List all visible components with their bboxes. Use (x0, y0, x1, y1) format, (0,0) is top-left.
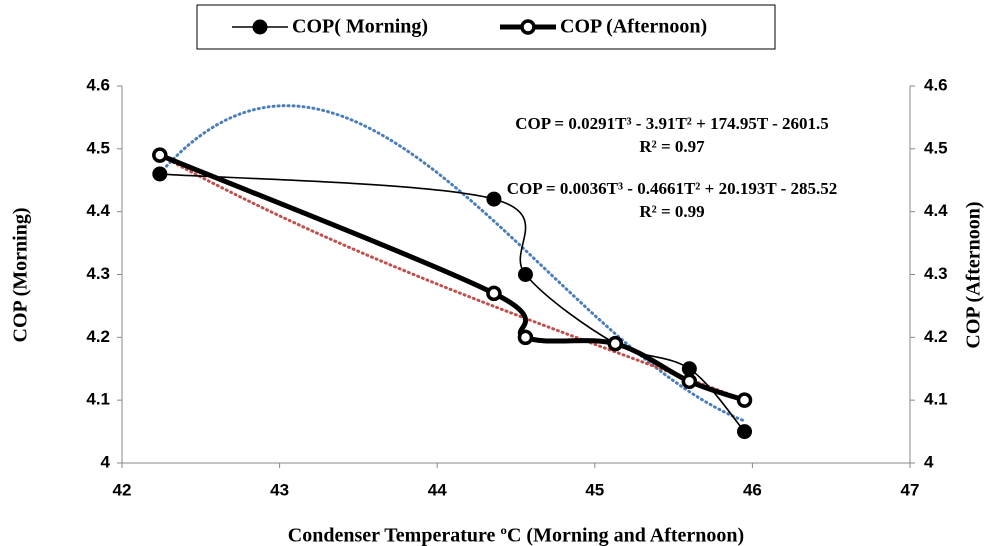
y2-tick-label: 4.2 (924, 327, 948, 346)
annotation: R² = 0.97 (639, 137, 705, 156)
x-tick-label: 46 (743, 480, 762, 499)
data-point (517, 329, 534, 346)
annotation: COP = 0.0291T³ - 3.91T² + 174.95T - 2601… (515, 114, 829, 133)
legend-box (196, 4, 776, 50)
trendline (158, 153, 747, 402)
y2-tick-label: 4.6 (924, 75, 948, 94)
x-tick-label: 42 (113, 480, 132, 499)
data-point (517, 267, 533, 282)
data-point (486, 191, 502, 207)
y-tick-label: 4.4 (86, 201, 110, 220)
data-point (607, 335, 624, 352)
data-point (681, 373, 698, 390)
x-tick-label: 45 (585, 480, 604, 499)
data-point (736, 392, 753, 408)
y-tick-label: 4 (101, 452, 111, 471)
legend-marker (252, 19, 268, 35)
legend-label: COP (Afternoon) (560, 16, 707, 38)
x-axis-label: Condenser Temperature ºC (Morning and Af… (288, 525, 744, 546)
annotation: COP = 0.0036T³ - 0.4661T² + 20.193T - 28… (507, 179, 838, 198)
legend-marker (520, 19, 536, 35)
x-tick-label: 44 (428, 480, 447, 499)
y-axis-label: COP (Morning) (10, 208, 32, 343)
y-tick-label: 4.3 (86, 264, 110, 283)
y2-tick-label: 4.4 (924, 201, 948, 220)
legend-label: COP( Morning) (292, 16, 428, 38)
x-tick-label: 43 (270, 480, 289, 499)
data-point (152, 166, 168, 182)
trendline (158, 104, 747, 423)
y2-tick-label: 4.3 (924, 264, 948, 283)
y-tick-label: 4.6 (86, 75, 110, 94)
data-point (486, 285, 502, 302)
y-tick-label: 4.5 (86, 138, 110, 157)
y-tick-label: 4.1 (86, 390, 110, 409)
y2-tick-label: 4.5 (924, 138, 948, 157)
y-tick-label: 4.2 (86, 327, 110, 346)
y2-tick-label: 4 (924, 452, 934, 471)
x-tick-label: 47 (901, 480, 920, 499)
data-point (152, 147, 168, 163)
annotation: R² = 0.99 (639, 202, 704, 221)
y2-axis-label: COP (Afternoon) (963, 201, 985, 348)
y2-tick-label: 4.1 (924, 390, 948, 409)
data-point (737, 424, 753, 440)
